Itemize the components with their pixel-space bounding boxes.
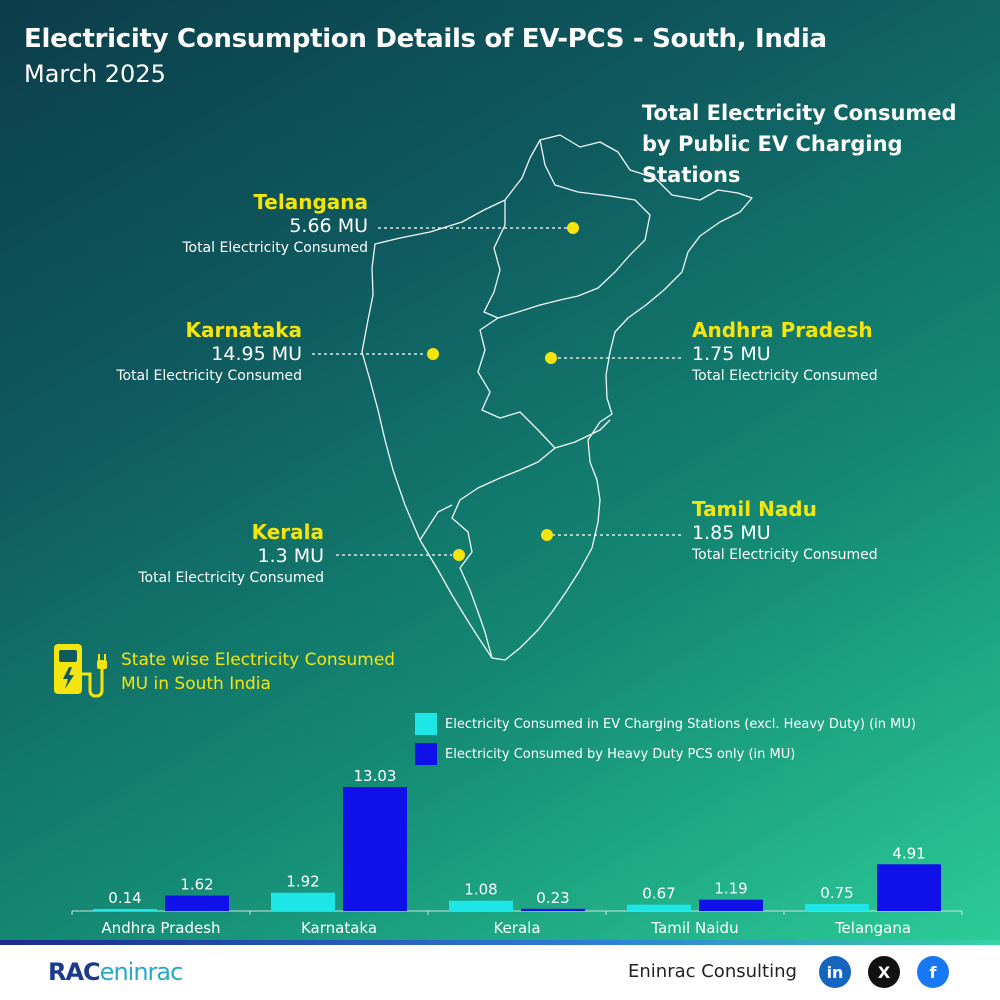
callout-state: Karnataka	[185, 318, 302, 342]
karnataka-border	[477, 317, 611, 449]
callout-label: Total Electricity Consumed	[692, 547, 878, 563]
bar-heavy-karnataka	[343, 787, 407, 911]
callout-state: Telangana	[253, 190, 368, 214]
data-label: 1.62	[180, 876, 213, 894]
callout-label: Total Electricity Consumed	[116, 368, 302, 384]
marker-tamil-nadu	[541, 529, 553, 541]
callout-state: Kerala	[251, 520, 324, 544]
data-label: 0.75	[820, 884, 853, 902]
marker-telangana	[567, 222, 579, 234]
callout-value: 1.75 MU	[692, 343, 771, 365]
tamilnadu-border	[451, 447, 556, 659]
callout-label: Total Electricity Consumed	[692, 368, 878, 384]
linkedin-icon[interactable]: in	[819, 956, 851, 988]
callout-kerala: Kerala 1.3 MU Total Electricity Consumed	[114, 520, 324, 588]
data-label: 4.91	[892, 844, 925, 862]
callout-andhra-pradesh: Andhra Pradesh 1.75 MU Total Electricity…	[692, 318, 952, 386]
chart-legend: Electricity Consumed in EV Charging Stat…	[415, 709, 916, 769]
south-india-map	[312, 139, 684, 659]
company-name: Eninrac Consulting	[628, 961, 797, 982]
bar-heavy-kerala	[521, 908, 585, 911]
callout-value: 1.85 MU	[692, 522, 771, 544]
legend-item: Electricity Consumed by Heavy Duty PCS o…	[415, 739, 916, 769]
category-label: Telangana	[834, 919, 911, 937]
bar-ev-kerala	[449, 900, 513, 911]
bar-heavy-andhra-pradesh	[165, 895, 229, 911]
callout-label: Total Electricity Consumed	[182, 240, 368, 256]
data-label: 13.03	[354, 767, 397, 785]
category-label: Andhra Pradesh	[101, 919, 220, 937]
map-connectors	[312, 227, 684, 556]
bar-heavy-tamil-naidu	[699, 899, 763, 911]
callout-value: 5.66 MU	[289, 215, 368, 237]
data-label: 0.14	[108, 889, 141, 907]
category-label: Tamil Naidu	[650, 919, 738, 937]
callout-label: Total Electricity Consumed	[138, 570, 324, 586]
bar-heavy-telangana	[877, 864, 941, 911]
callout-value: 14.95 MU	[211, 343, 302, 365]
legend-swatch-heavy	[415, 743, 437, 765]
data-label: 1.19	[714, 880, 747, 898]
map-heading: Total Electricity Consumed by Public EV …	[642, 101, 957, 187]
callout-state: Andhra Pradesh	[692, 318, 873, 342]
category-label: Karnataka	[301, 919, 377, 937]
bar-ev-tamil-naidu	[627, 904, 691, 911]
callout-karnataka: Karnataka 14.95 MU Total Electricity Con…	[92, 318, 302, 386]
data-label: 1.08	[464, 881, 497, 899]
eninrac-logo: RACeninrac	[48, 958, 184, 986]
telangana-border	[483, 139, 651, 319]
bar-ev-andhra-pradesh	[93, 909, 157, 911]
logo-light: eninrac	[99, 958, 184, 986]
facebook-icon[interactable]: f	[917, 956, 949, 988]
callout-telangana: Telangana 5.66 MU Total Electricity Cons…	[168, 190, 368, 258]
data-label: 0.23	[536, 889, 569, 907]
category-label: Kerala	[493, 919, 540, 937]
marker-karnataka	[427, 348, 439, 360]
ev-charger-icon	[54, 644, 107, 698]
logo-bold: RAC	[48, 958, 101, 986]
legend-label: Electricity Consumed in EV Charging Stat…	[445, 716, 916, 732]
section-label: State wise Electricity Consumed MU in So…	[121, 650, 396, 694]
x-icon[interactable]: X	[868, 956, 900, 988]
legend-label: Electricity Consumed by Heavy Duty PCS o…	[445, 746, 796, 762]
marker-kerala	[453, 549, 465, 561]
callout-value: 1.3 MU	[257, 545, 324, 567]
legend-swatch-ev	[415, 713, 437, 735]
marker-andhra-pradesh	[545, 352, 557, 364]
callout-state: Tamil Nadu	[692, 497, 817, 521]
callout-tamil-nadu: Tamil Nadu 1.85 MU Total Electricity Con…	[692, 497, 952, 565]
bar-chart: 0.14 1.62 Andhra Pradesh 1.92 13.03 Karnataka…	[71, 767, 963, 937]
bar-ev-telangana	[805, 903, 869, 911]
bar-ev-karnataka	[271, 892, 335, 911]
kerala-border	[419, 504, 453, 541]
page-title: Electricity Consumption Details of EV-PC…	[24, 24, 827, 54]
page-subtitle: March 2025	[24, 60, 166, 88]
legend-item: Electricity Consumed in EV Charging Stat…	[415, 709, 916, 739]
data-label: 0.67	[642, 885, 675, 903]
data-label: 1.92	[286, 873, 319, 891]
